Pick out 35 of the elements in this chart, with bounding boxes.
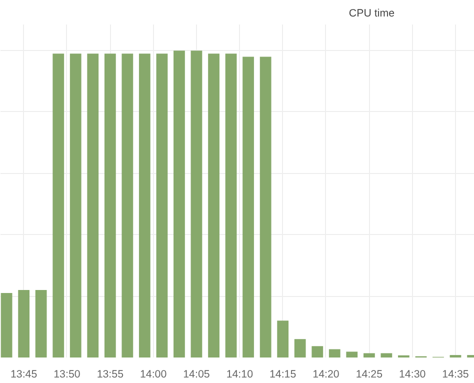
bar [18, 290, 30, 358]
bar [87, 54, 99, 358]
x-tick-label: 14:00 [140, 368, 167, 380]
bar [190, 50, 202, 358]
bar [328, 349, 340, 358]
bar [242, 56, 254, 358]
bar [174, 50, 185, 358]
bar [52, 54, 64, 358]
x-tick-label: 13:50 [54, 368, 80, 380]
x-tick-label: 14:35 [442, 368, 469, 380]
x-tick-label: 14:30 [399, 368, 426, 380]
bar [138, 54, 150, 358]
x-tick-label: 13:55 [96, 368, 124, 380]
x-tick-label: 14:05 [183, 368, 210, 380]
x-tick-label: 14:20 [312, 368, 340, 380]
bar [156, 54, 168, 358]
bar [260, 56, 272, 358]
x-tick-label: 14:15 [269, 368, 296, 380]
x-tick-label: 13:45 [10, 368, 38, 380]
bar [380, 353, 392, 358]
bar [35, 290, 47, 358]
bar [312, 346, 324, 358]
chart-title: CPU time [348, 8, 395, 20]
bar [104, 54, 116, 358]
x-tick-label: 14:25 [356, 368, 383, 380]
bar [346, 352, 358, 358]
bar [70, 54, 82, 358]
bar [0, 293, 12, 358]
bar [277, 320, 289, 358]
bar [208, 54, 220, 358]
bar [122, 54, 134, 358]
bar [294, 339, 306, 358]
bar [225, 54, 237, 358]
bar [363, 353, 375, 358]
x-tick-label: 14:10 [226, 368, 254, 380]
